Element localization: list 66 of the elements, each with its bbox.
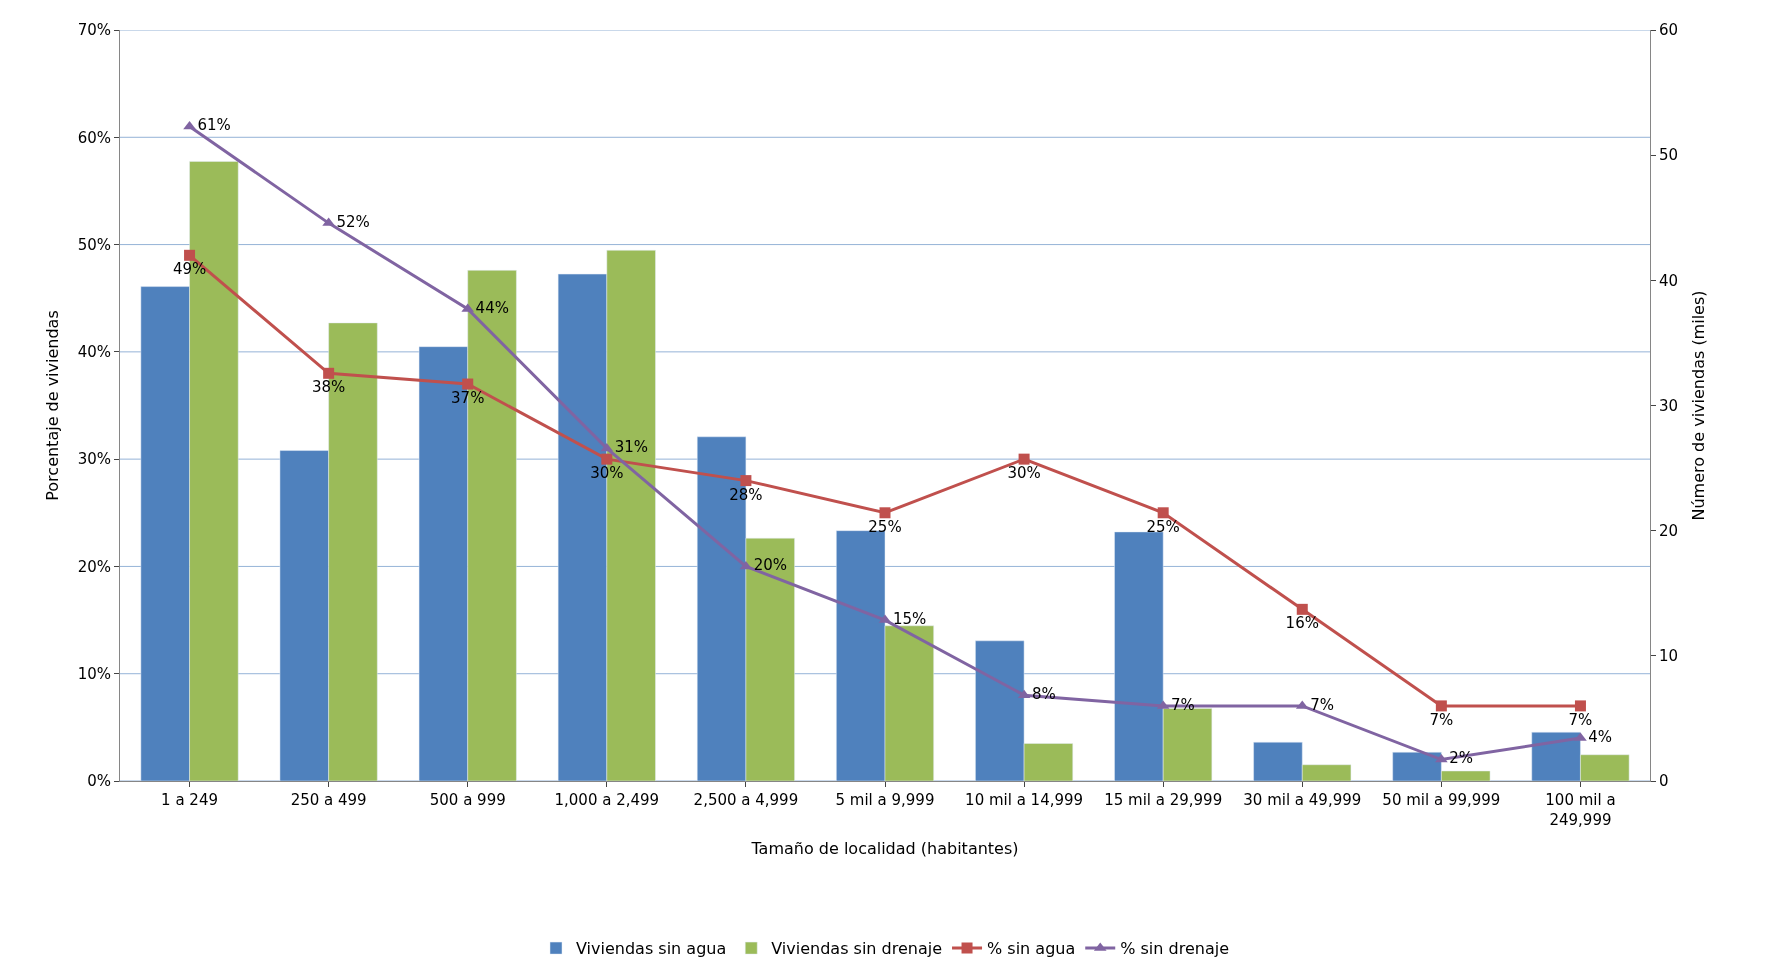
y-tick-label: 10%	[77, 664, 111, 683]
data-label: 37%	[451, 389, 485, 408]
x-tick-label: 1 a 249	[161, 791, 218, 809]
y-tick-label: 30%	[77, 450, 111, 469]
legend-label: % sin drenaje	[1120, 939, 1229, 959]
legend-label: % sin agua	[987, 939, 1076, 959]
point	[739, 560, 753, 570]
point	[879, 507, 891, 519]
data-label: 44%	[475, 298, 509, 317]
data-label: 7%	[1429, 711, 1454, 730]
y2-tick-label: 60	[1659, 21, 1679, 40]
data-label: 28%	[729, 485, 763, 504]
data-label: 52%	[336, 212, 370, 231]
data-label: 7%	[1568, 711, 1593, 730]
y-tick-label: 70%	[77, 21, 111, 40]
point	[323, 367, 335, 379]
x-tick-label: 15 mil a 29,999	[1104, 791, 1223, 809]
x-tick-label: 500 a 999	[429, 791, 506, 809]
y2-tick-label: 0	[1659, 772, 1669, 791]
point	[1018, 453, 1030, 465]
data-label: 38%	[311, 378, 346, 397]
legend-label: Viviendas sin drenaje	[771, 939, 943, 959]
point	[600, 442, 614, 452]
data-label: 30%	[590, 464, 624, 483]
data-label: 4%	[1588, 727, 1613, 746]
point	[1296, 603, 1308, 615]
point	[601, 453, 613, 465]
x-tick-label: 30 mil a 49,999	[1243, 791, 1362, 809]
data-label: 7%	[1171, 695, 1195, 714]
data-label: 20%	[753, 556, 788, 575]
data-label: 25%	[1146, 517, 1180, 536]
data-label: 7%	[1310, 695, 1334, 714]
x-tick-label: 50 mil a 99,999	[1382, 791, 1501, 809]
y-tick-label: 50%	[77, 235, 111, 254]
point	[462, 378, 474, 390]
data-label: 61%	[197, 116, 231, 135]
y2-tick-label: 20	[1659, 521, 1679, 540]
data-label: 16%	[1285, 614, 1319, 633]
x-tick-label: 2,500 a 4,999	[693, 791, 799, 809]
point	[184, 249, 196, 261]
y-tick-label: 40%	[77, 343, 111, 362]
y-tick-label: 60%	[77, 128, 111, 147]
y-tick-label: 20%	[77, 557, 111, 576]
data-label: 15%	[892, 609, 927, 628]
x-tick-label: 1,000 a 2,499	[554, 791, 660, 809]
y2-tick-label: 30	[1659, 396, 1679, 415]
y2-axis-title: Número de viviendas (miles)	[1688, 290, 1708, 521]
point	[740, 475, 752, 487]
data-label: 49%	[172, 260, 207, 279]
legend-label: Viviendas sin agua	[576, 939, 727, 959]
x-axis-title: Tamaño de localidad (habitantes)	[750, 839, 1019, 859]
y2-tick-label: 10	[1659, 647, 1679, 666]
point	[1574, 700, 1586, 712]
data-label: 30%	[1007, 464, 1041, 483]
x-tick-label: 100 mil a 249,999	[1545, 791, 1616, 829]
y-axis-title: Porcentaje de viviendas	[42, 310, 62, 501]
y-tick-label: 0%	[87, 772, 111, 791]
data-label: 31%	[614, 438, 649, 457]
point	[1435, 700, 1447, 712]
point	[1157, 507, 1169, 519]
x-tick-label: 10 mil a 14,999	[965, 791, 1084, 809]
x-tick-label: 5 mil a 9,999	[835, 791, 935, 809]
y2-tick-label: 40	[1659, 271, 1679, 290]
data-label: 25%	[868, 517, 902, 536]
y2-tick-label: 50	[1659, 146, 1679, 165]
x-tick-label: 250 a 499	[290, 791, 367, 809]
